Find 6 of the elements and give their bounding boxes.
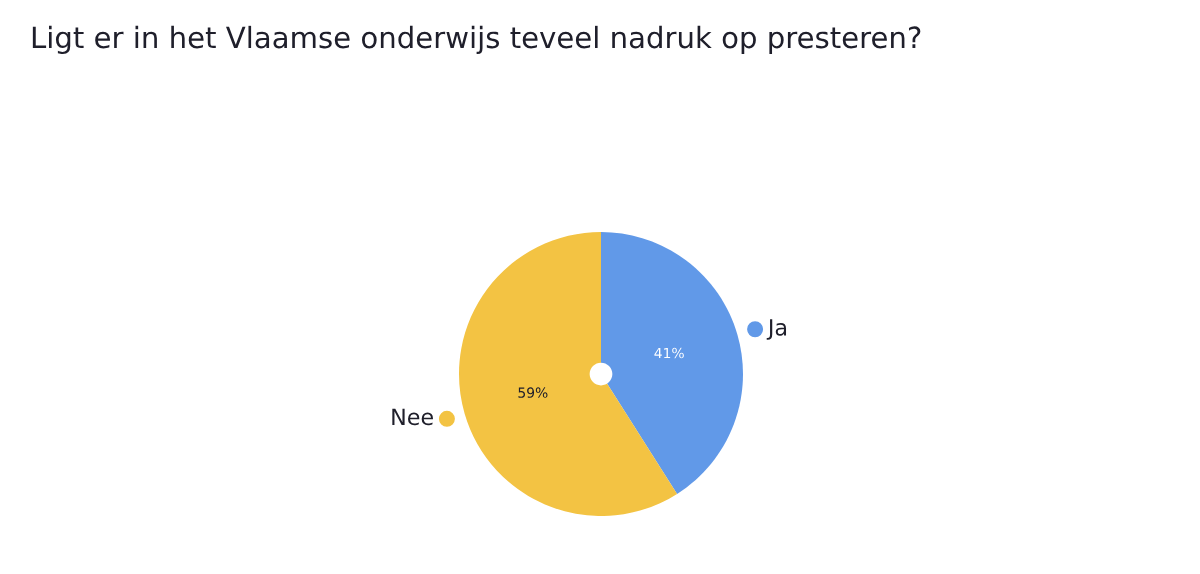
pie-slice [601, 232, 743, 494]
data-label: 41% [654, 347, 684, 359]
data-label: 59% [518, 387, 548, 398]
legend-label: Ja [766, 319, 787, 340]
chart-title: Ligt er in het Vlaamse onderwijs teveel nadruk op presteren? [32, 25, 921, 55]
slice-label: Nee [392, 408, 433, 426]
